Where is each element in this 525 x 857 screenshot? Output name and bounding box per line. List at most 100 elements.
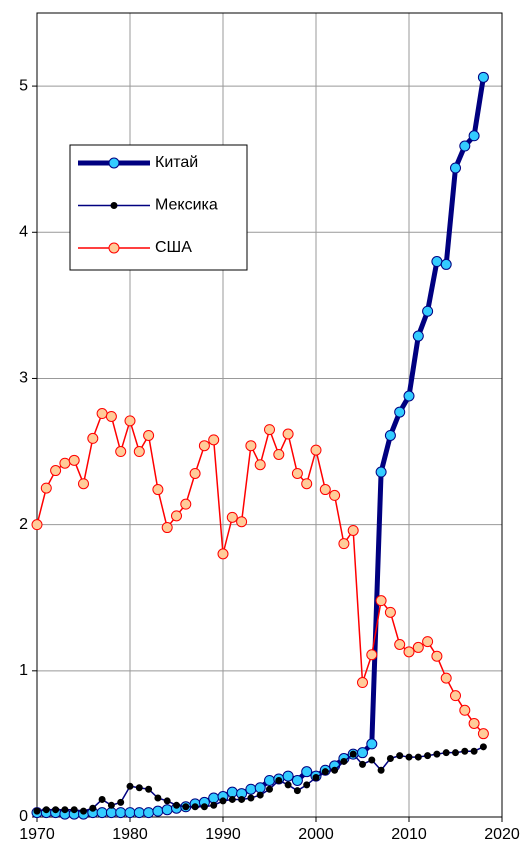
data-point bbox=[189, 467, 201, 479]
data-point bbox=[284, 781, 292, 789]
data-point bbox=[450, 162, 461, 174]
data-point bbox=[357, 747, 368, 759]
data-point bbox=[117, 798, 125, 806]
data-point bbox=[236, 516, 248, 528]
data-point bbox=[124, 415, 136, 427]
data-point bbox=[171, 510, 182, 522]
data-point bbox=[301, 766, 313, 778]
data-point bbox=[452, 749, 459, 757]
data-point bbox=[394, 639, 406, 651]
data-point bbox=[245, 783, 257, 795]
data-point bbox=[384, 606, 396, 618]
legend-marker bbox=[108, 157, 120, 169]
data-point bbox=[375, 595, 387, 607]
data-point bbox=[254, 459, 266, 471]
data-point bbox=[291, 774, 303, 786]
data-point bbox=[394, 406, 406, 418]
data-point bbox=[312, 774, 320, 782]
data-point bbox=[468, 130, 480, 142]
data-point bbox=[282, 770, 294, 782]
data-point bbox=[143, 807, 155, 819]
data-point bbox=[217, 548, 229, 560]
data-point bbox=[70, 806, 78, 814]
data-point bbox=[52, 806, 60, 814]
data-point bbox=[386, 755, 394, 763]
data-point bbox=[459, 140, 471, 152]
data-point bbox=[208, 434, 220, 446]
data-point bbox=[403, 390, 415, 402]
data-point bbox=[440, 672, 452, 684]
data-point bbox=[50, 465, 62, 477]
data-point bbox=[247, 794, 255, 802]
data-point bbox=[282, 428, 294, 440]
data-point bbox=[115, 446, 127, 458]
data-point bbox=[105, 410, 117, 422]
data-point bbox=[321, 768, 329, 776]
data-point bbox=[442, 749, 450, 757]
data-point bbox=[124, 807, 136, 819]
data-point bbox=[145, 785, 153, 793]
data-point bbox=[245, 440, 257, 452]
data-point bbox=[433, 750, 441, 758]
data-point bbox=[340, 757, 348, 765]
data-point bbox=[384, 429, 396, 441]
y-tick-label: 0 bbox=[19, 808, 28, 825]
data-point bbox=[461, 747, 469, 755]
data-point bbox=[61, 806, 69, 814]
data-point bbox=[161, 804, 173, 816]
data-point bbox=[87, 432, 99, 444]
data-point bbox=[98, 795, 106, 803]
data-point bbox=[228, 795, 236, 803]
data-point bbox=[291, 467, 303, 479]
data-point bbox=[412, 330, 424, 342]
data-point bbox=[468, 717, 480, 729]
x-tick-label: 1990 bbox=[205, 826, 241, 843]
data-point bbox=[424, 752, 432, 760]
data-point bbox=[366, 649, 378, 661]
plot-frame bbox=[36, 12, 503, 818]
x-tick-label: 2000 bbox=[298, 826, 334, 843]
data-point bbox=[266, 785, 273, 793]
data-point bbox=[347, 524, 359, 536]
data-point bbox=[208, 792, 220, 804]
data-point bbox=[431, 256, 443, 268]
data-point bbox=[470, 747, 478, 755]
data-point bbox=[105, 807, 117, 819]
data-point bbox=[135, 784, 143, 792]
data-point bbox=[200, 803, 208, 811]
data-point bbox=[275, 776, 283, 784]
data-point bbox=[173, 801, 180, 809]
data-point bbox=[329, 489, 341, 501]
data-point bbox=[40, 482, 52, 494]
data-point bbox=[42, 806, 50, 814]
data-point bbox=[198, 440, 210, 452]
data-point bbox=[377, 766, 385, 774]
data-point bbox=[180, 498, 192, 510]
data-point bbox=[226, 511, 238, 523]
data-point bbox=[310, 444, 322, 456]
data-point bbox=[133, 446, 145, 458]
legend-marker bbox=[108, 242, 120, 254]
data-point bbox=[226, 786, 238, 798]
x-tick-label: 1970 bbox=[19, 826, 55, 843]
data-point bbox=[191, 803, 199, 811]
data-point bbox=[219, 797, 227, 805]
data-point bbox=[414, 753, 422, 761]
data-point bbox=[126, 782, 134, 790]
data-point bbox=[450, 690, 461, 702]
data-point bbox=[78, 478, 89, 490]
data-point bbox=[254, 782, 266, 794]
data-point bbox=[403, 646, 415, 658]
legend-label: США bbox=[155, 239, 192, 256]
y-tick-label: 2 bbox=[19, 516, 28, 533]
y-tick-label: 3 bbox=[19, 370, 28, 387]
data-point bbox=[182, 803, 190, 811]
data-point bbox=[273, 448, 285, 460]
data-point bbox=[422, 305, 434, 317]
data-point bbox=[59, 457, 71, 469]
data-point bbox=[357, 677, 368, 689]
data-point bbox=[375, 466, 387, 478]
data-point bbox=[359, 760, 366, 768]
data-point bbox=[431, 650, 443, 662]
